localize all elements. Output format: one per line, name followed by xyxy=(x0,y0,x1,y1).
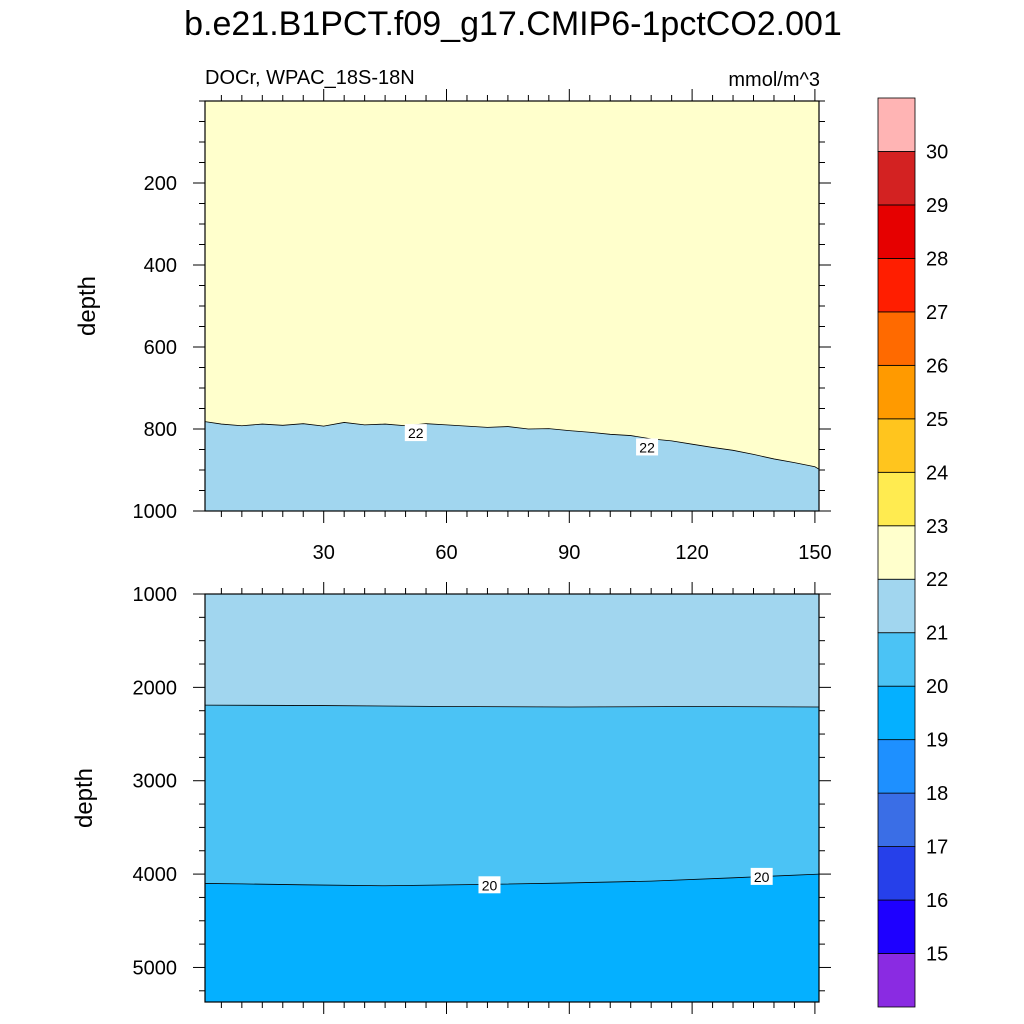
colorbar-swatch xyxy=(877,899,916,954)
xtick-label: 30 xyxy=(313,542,335,564)
variable-label: DOCr, WPAC_18S-18N xyxy=(205,67,415,89)
lower-frame xyxy=(204,593,820,1003)
colorbar-swatch xyxy=(877,632,916,687)
colorbar-label: 18 xyxy=(926,783,948,805)
lower-ytick-label: 1000 xyxy=(133,584,178,606)
upper-ytick-label: 1000 xyxy=(133,501,178,523)
lower-ylabel: depth xyxy=(71,768,98,828)
colorbar-label: 23 xyxy=(926,516,948,538)
lower-ytick-label: 5000 xyxy=(133,957,178,979)
upper-ytick-label: 600 xyxy=(144,337,177,359)
lower-ytick-label: 4000 xyxy=(133,864,178,886)
colorbar-label: 21 xyxy=(926,623,948,645)
colorbar-swatch xyxy=(877,151,916,206)
upper-contour-label: 22 xyxy=(639,439,655,455)
colorbar-label: 17 xyxy=(926,837,948,859)
colorbar-swatch xyxy=(877,525,916,580)
upper-contour-label-bg xyxy=(404,424,427,442)
colorbar-label: 25 xyxy=(926,409,948,431)
colorbar-label: 15 xyxy=(926,944,948,966)
xtick-label: 120 xyxy=(675,542,708,564)
units-label: mmol/m^3 xyxy=(728,69,820,91)
upper-contour-22 xyxy=(204,421,820,470)
lower-contour-label-bg xyxy=(478,876,501,894)
colorbar-label: 27 xyxy=(926,302,948,324)
colorbar-swatch xyxy=(877,311,916,366)
colorbar-label: 30 xyxy=(926,141,948,163)
colorbar-swatch xyxy=(877,685,916,741)
colorbar-swatch xyxy=(877,258,916,313)
lower-ytick-label: 2000 xyxy=(133,677,178,699)
upper-ytick-label: 800 xyxy=(144,419,177,441)
lower-contour-label: 20 xyxy=(754,869,770,885)
colorbar-swatch xyxy=(877,578,916,634)
colorbar-swatch xyxy=(877,953,916,1008)
upper-ytick-label: 400 xyxy=(144,255,177,277)
upper-region-21-22 xyxy=(205,421,819,511)
lower-ytick-label: 3000 xyxy=(133,771,178,793)
colorbar-label: 19 xyxy=(926,730,948,752)
colorbar-swatch xyxy=(877,97,916,152)
colorbar-label: 22 xyxy=(926,569,948,591)
upper-ytick-label: 200 xyxy=(144,173,177,195)
lower-contour-label-bg xyxy=(750,867,773,885)
lower-contour-label: 20 xyxy=(482,877,498,893)
xtick-label: 90 xyxy=(558,542,580,564)
upper-contour-label: 22 xyxy=(408,425,424,441)
lower-region-19-20 xyxy=(205,874,819,1002)
colorbar-label: 28 xyxy=(926,248,948,270)
colorbar-swatch xyxy=(877,792,916,847)
upper-panel: 22 22 200 400 600 800 1000 30 60 90 120 150 depth xyxy=(74,89,832,564)
colorbar-label: 16 xyxy=(926,890,948,912)
lower-panel: 20 20 1000 2000 3000 4000 5000 depth xyxy=(71,582,831,1014)
colorbar-swatch xyxy=(877,418,916,473)
colorbar-swatch xyxy=(877,204,916,259)
figure-title: b.e21.B1PCT.f09_g17.CMIP6-1pctCO2.001 xyxy=(184,5,842,43)
xtick-label: 150 xyxy=(798,542,831,564)
colorbar: 15 16 17 18 19 20 21 22 23 24 25 26 27 28 29 30 xyxy=(877,97,948,1008)
colorbar-label: 26 xyxy=(926,355,948,377)
upper-ylabel: depth xyxy=(74,276,101,336)
lower-contour-21 xyxy=(204,704,820,708)
colorbar-label: 20 xyxy=(926,676,948,698)
colorbar-swatch xyxy=(877,846,916,901)
xtick-label: 60 xyxy=(435,542,457,564)
colorbar-label: 29 xyxy=(926,195,948,217)
colorbar-swatch xyxy=(877,739,916,794)
colorbar-label: 24 xyxy=(926,462,948,484)
colorbar-swatch xyxy=(877,471,916,527)
colorbar-swatch xyxy=(877,364,916,420)
upper-contour-label-bg xyxy=(636,438,659,456)
